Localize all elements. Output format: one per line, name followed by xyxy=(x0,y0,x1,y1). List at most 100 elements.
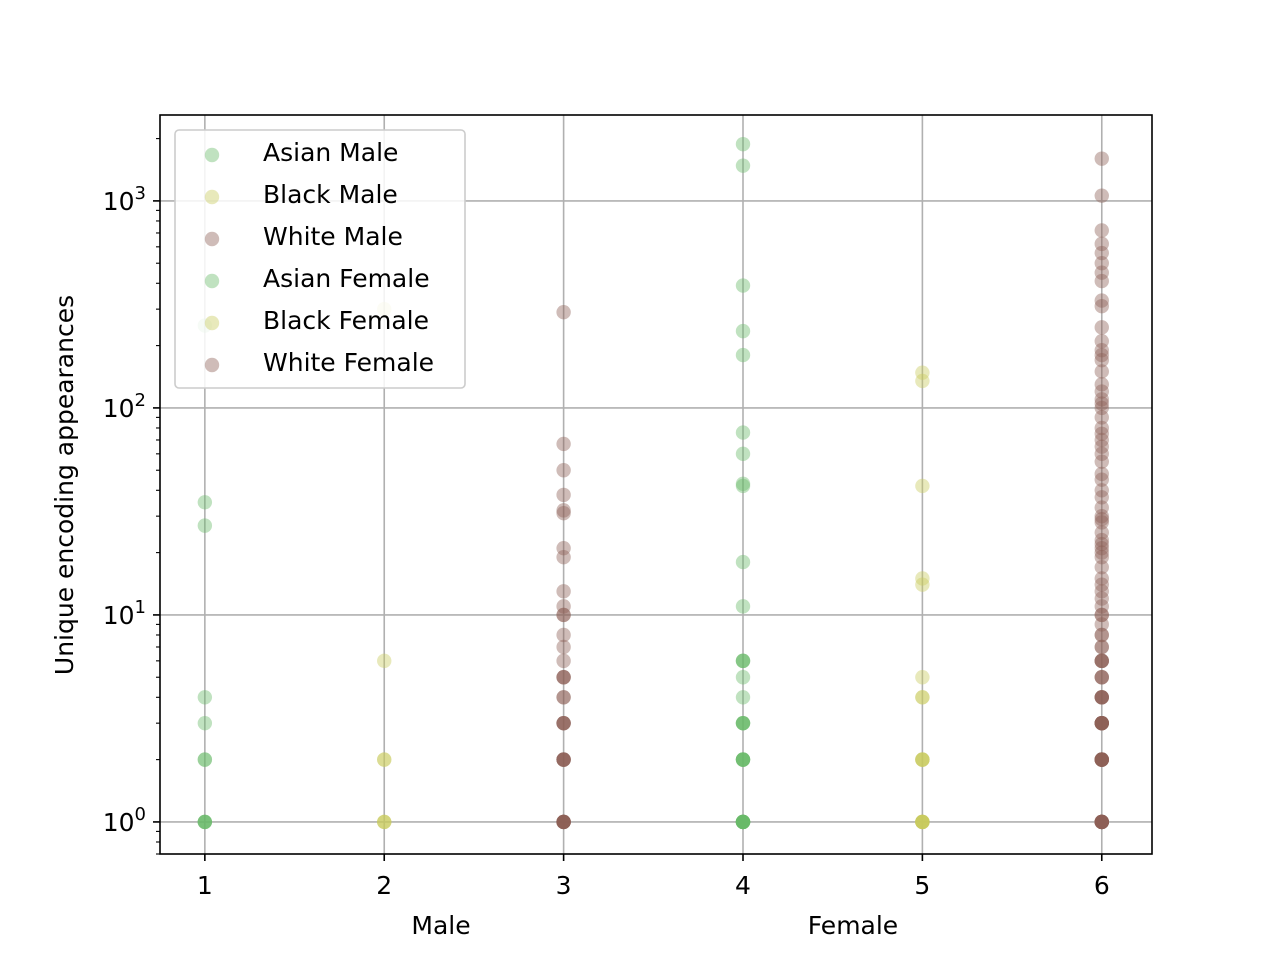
legend: Asian Male Black Male White Male Asian Fema… xyxy=(174,129,466,389)
point-white-female xyxy=(1094,188,1109,203)
point-asian-female xyxy=(735,752,751,767)
point-white-female xyxy=(1094,364,1109,379)
point-asian-female xyxy=(735,347,751,363)
point-black-female xyxy=(915,814,930,830)
point-asian-female xyxy=(735,814,751,830)
point-white-male xyxy=(556,715,571,731)
y-tick-label: 101 xyxy=(103,597,146,630)
point-asian-female xyxy=(735,425,751,440)
point-black-male xyxy=(377,752,392,767)
point-white-female xyxy=(1094,653,1109,669)
point-white-male xyxy=(556,550,571,565)
point-white-male xyxy=(556,752,571,767)
point-white-female xyxy=(1094,752,1109,767)
point-black-female xyxy=(915,814,930,830)
point-white-female xyxy=(1094,752,1109,767)
point-white-male xyxy=(556,670,571,685)
point-white-male xyxy=(556,814,571,830)
point-white-male xyxy=(556,503,571,518)
point-black-female xyxy=(915,690,930,705)
point-asian-female xyxy=(735,715,751,731)
legend-label-white-male: White Male xyxy=(263,222,403,251)
legend-marker-asian-female xyxy=(204,273,220,289)
x-group-label-male: Male xyxy=(411,911,470,940)
point-white-female xyxy=(1094,690,1109,705)
point-black-female xyxy=(915,752,930,767)
point-black-female xyxy=(915,478,930,494)
point-white-female xyxy=(1094,550,1109,565)
point-black-female xyxy=(915,577,930,592)
legend-label-asian-female: Asian Female xyxy=(263,264,430,293)
legend-box xyxy=(174,129,466,389)
point-white-female xyxy=(1094,334,1109,349)
point-white-female xyxy=(1094,420,1109,436)
point-black-male xyxy=(377,814,392,830)
point-asian-female xyxy=(735,752,751,767)
point-white-male xyxy=(556,814,571,830)
point-asian-female xyxy=(735,554,751,570)
point-white-female xyxy=(1094,400,1109,416)
point-white-female xyxy=(1094,599,1109,614)
point-white-female xyxy=(1094,515,1109,530)
point-white-female xyxy=(1094,715,1109,731)
x-tick-label: 1 xyxy=(197,871,213,900)
point-asian-female xyxy=(735,158,751,173)
point-black-female xyxy=(915,373,930,389)
x-tick-label: 4 xyxy=(735,871,751,900)
point-white-male xyxy=(556,670,571,685)
point-white-male xyxy=(556,752,571,767)
point-white-female xyxy=(1094,343,1109,358)
point-white-male xyxy=(556,627,571,643)
point-white-female xyxy=(1094,377,1109,392)
point-white-female xyxy=(1094,525,1109,540)
point-white-female xyxy=(1094,814,1109,830)
point-black-female xyxy=(915,814,930,830)
point-asian-female xyxy=(735,814,751,830)
point-black-female xyxy=(915,752,930,767)
point-white-male xyxy=(556,506,571,521)
point-asian-male xyxy=(197,814,213,830)
point-white-male xyxy=(556,814,571,830)
point-asian-male xyxy=(197,690,213,705)
point-black-female xyxy=(915,670,930,685)
point-asian-male xyxy=(197,752,213,767)
points-layer xyxy=(197,136,1109,830)
point-white-male xyxy=(556,715,571,731)
point-black-male xyxy=(377,814,392,830)
point-white-female xyxy=(1094,752,1109,767)
x-tick-label: 3 xyxy=(556,871,572,900)
point-white-female xyxy=(1094,715,1109,731)
point-asian-female xyxy=(735,323,751,339)
point-white-female xyxy=(1094,392,1109,407)
point-white-female xyxy=(1094,512,1109,527)
point-white-female xyxy=(1094,293,1109,308)
legend-marker-black-male xyxy=(204,189,220,205)
point-white-female xyxy=(1094,432,1109,448)
plot-frame xyxy=(159,114,1153,855)
point-white-female xyxy=(1094,607,1109,623)
point-asian-female xyxy=(735,478,751,494)
point-white-female xyxy=(1094,639,1109,655)
point-asian-female xyxy=(735,653,751,669)
point-asian-female xyxy=(735,814,751,830)
point-asian-female xyxy=(735,278,751,293)
point-white-female xyxy=(1094,536,1109,552)
point-white-female xyxy=(1094,584,1109,599)
point-white-female xyxy=(1094,532,1109,548)
ticks-layer: 1 2 3 4 5 6 100 101 102 103 xyxy=(103,138,1110,900)
point-white-male xyxy=(556,541,571,556)
point-white-female xyxy=(1094,571,1109,586)
point-white-female xyxy=(1094,560,1109,575)
point-white-male xyxy=(556,607,571,623)
point-white-female xyxy=(1094,607,1109,623)
point-white-male xyxy=(556,814,571,830)
point-black-female xyxy=(915,814,930,830)
point-white-female xyxy=(1094,752,1109,767)
point-white-female xyxy=(1094,454,1109,469)
point-white-female xyxy=(1094,814,1109,830)
point-white-female xyxy=(1094,353,1109,368)
point-white-male xyxy=(556,584,571,599)
point-white-female xyxy=(1094,298,1109,314)
point-asian-female xyxy=(735,814,751,830)
